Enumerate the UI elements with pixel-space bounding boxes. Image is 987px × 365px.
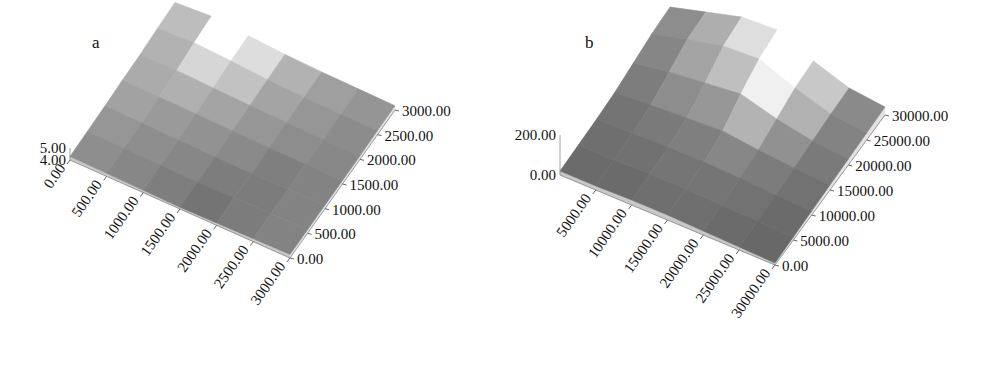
- svg-text:25000.00: 25000.00: [692, 251, 737, 306]
- svg-text:200.00: 200.00: [515, 127, 556, 143]
- svg-text:b: b: [585, 33, 594, 52]
- svg-text:5000.00: 5000.00: [800, 233, 849, 249]
- svg-text:1500.00: 1500.00: [350, 177, 399, 193]
- svg-text:3000.00: 3000.00: [247, 259, 288, 308]
- svg-text:25000.00: 25000.00: [874, 133, 930, 149]
- svg-text:500.00: 500.00: [315, 226, 356, 242]
- svg-text:10000.00: 10000.00: [585, 206, 630, 261]
- svg-text:0.00: 0.00: [40, 160, 69, 192]
- svg-text:2000.00: 2000.00: [174, 226, 215, 275]
- svg-text:500.00: 500.00: [68, 177, 105, 220]
- svg-text:30000.00: 30000.00: [892, 108, 948, 124]
- svg-text:4.00: 4.00: [39, 152, 66, 168]
- svg-text:a: a: [92, 33, 100, 52]
- svg-text:15000.00: 15000.00: [621, 221, 666, 276]
- svg-text:2000.00: 2000.00: [367, 152, 416, 168]
- svg-text:0.00: 0.00: [782, 258, 808, 274]
- svg-text:2500.00: 2500.00: [211, 242, 252, 291]
- svg-text:0.00: 0.00: [530, 167, 556, 183]
- svg-text:20000.00: 20000.00: [855, 158, 911, 174]
- svg-text:15000.00: 15000.00: [837, 183, 893, 199]
- svg-text:2500.00: 2500.00: [385, 128, 434, 144]
- svg-text:3000.00: 3000.00: [402, 103, 451, 119]
- svg-text:0.00: 0.00: [297, 251, 323, 267]
- svg-text:1500.00: 1500.00: [137, 210, 178, 259]
- svg-text:1000.00: 1000.00: [332, 202, 381, 218]
- svg-text:1000.00: 1000.00: [101, 193, 142, 242]
- svg-text:20000.00: 20000.00: [656, 236, 701, 291]
- svg-text:5.00: 5.00: [40, 140, 66, 156]
- svg-text:5000.00: 5000.00: [553, 191, 594, 240]
- svg-text:30000.00: 30000.00: [728, 266, 773, 321]
- svg-text:10000.00: 10000.00: [819, 208, 875, 224]
